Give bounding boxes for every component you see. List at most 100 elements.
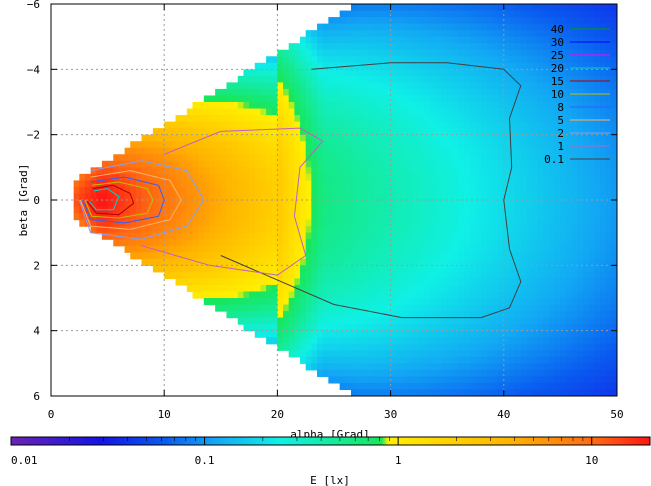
heatmap-cell bbox=[198, 160, 205, 168]
heatmap-cell bbox=[209, 167, 216, 175]
heatmap-cell bbox=[458, 193, 465, 201]
heatmap-cell bbox=[401, 343, 409, 351]
heatmap-cell bbox=[469, 180, 477, 188]
heatmap-cell bbox=[486, 271, 494, 279]
heatmap-cell bbox=[407, 147, 414, 155]
heatmap-cell bbox=[441, 330, 448, 338]
heatmap-cell bbox=[288, 160, 295, 168]
heatmap-cell bbox=[611, 121, 617, 129]
heatmap-cell bbox=[254, 226, 262, 234]
heatmap-cell bbox=[424, 363, 431, 371]
heatmap-cell bbox=[192, 193, 199, 201]
heatmap-cell bbox=[588, 298, 595, 306]
heatmap-cell bbox=[486, 291, 494, 299]
heatmap-cell bbox=[334, 141, 341, 149]
heatmap-cell bbox=[164, 200, 171, 208]
heatmap-cell bbox=[407, 95, 414, 103]
heatmap-cell bbox=[266, 193, 273, 201]
heatmap-cell bbox=[362, 88, 369, 97]
heatmap-cell bbox=[339, 102, 346, 110]
heatmap-cell bbox=[600, 115, 607, 123]
heatmap-cell bbox=[418, 356, 426, 364]
heatmap-cell bbox=[605, 356, 612, 364]
heatmap-cell bbox=[141, 232, 148, 240]
heatmap-cell bbox=[175, 213, 182, 221]
heatmap-cell bbox=[458, 56, 465, 64]
heatmap-cell bbox=[373, 389, 380, 396]
heatmap-cell bbox=[594, 265, 601, 273]
heatmap-cell bbox=[254, 213, 262, 221]
heatmap-cell bbox=[588, 245, 595, 253]
heatmap-cell bbox=[424, 337, 431, 345]
heatmap-cell bbox=[509, 311, 516, 319]
heatmap-cell bbox=[537, 337, 545, 345]
heatmap-cell bbox=[560, 193, 567, 201]
heatmap-cell bbox=[186, 108, 194, 116]
heatmap-cell bbox=[588, 102, 595, 110]
heatmap-cell bbox=[367, 141, 375, 149]
heatmap-cell bbox=[101, 219, 109, 227]
heatmap-cell bbox=[390, 121, 397, 129]
heatmap-cell bbox=[566, 232, 573, 240]
heatmap-cell bbox=[384, 30, 392, 38]
heatmap-cell bbox=[317, 317, 324, 325]
heatmap-cell bbox=[475, 239, 482, 247]
heatmap-cell bbox=[549, 108, 556, 116]
heatmap-cell bbox=[526, 219, 533, 227]
heatmap-cell bbox=[396, 134, 403, 142]
heatmap-cell bbox=[413, 108, 420, 116]
heatmap-cell bbox=[158, 154, 165, 162]
heatmap-cell bbox=[181, 200, 188, 208]
heatmap-cell bbox=[498, 49, 505, 57]
heatmap-cell bbox=[169, 134, 177, 142]
heatmap-cell bbox=[362, 278, 369, 286]
heatmap-cell bbox=[571, 245, 578, 253]
heatmap-cell bbox=[498, 115, 505, 123]
heatmap-cell bbox=[418, 147, 426, 155]
heatmap-cell bbox=[447, 219, 454, 227]
heatmap-cell bbox=[300, 186, 307, 195]
heatmap-cell bbox=[424, 200, 431, 208]
heatmap-cell bbox=[571, 49, 578, 57]
heatmap-cell bbox=[220, 134, 228, 142]
heatmap-cell bbox=[594, 304, 601, 312]
heatmap-cell bbox=[611, 115, 617, 123]
heatmap-cell bbox=[588, 376, 595, 384]
heatmap-cell bbox=[271, 317, 278, 325]
heatmap-cell bbox=[594, 389, 601, 396]
heatmap-cell bbox=[118, 200, 126, 208]
heatmap-cell bbox=[407, 226, 414, 234]
heatmap-cell bbox=[232, 134, 239, 142]
heatmap-cell bbox=[594, 141, 601, 149]
heatmap-cell bbox=[594, 232, 601, 240]
heatmap-cell bbox=[266, 167, 273, 175]
heatmap-cell bbox=[350, 56, 358, 64]
heatmap-cell bbox=[458, 298, 465, 306]
heatmap-cell bbox=[486, 121, 494, 129]
heatmap-cell bbox=[283, 317, 290, 325]
heatmap-cell bbox=[560, 173, 567, 181]
heatmap-cell bbox=[588, 304, 595, 312]
heatmap-cell bbox=[317, 337, 324, 345]
heatmap-cell bbox=[169, 239, 177, 247]
heatmap-cell bbox=[198, 128, 205, 136]
heatmap-cell bbox=[339, 232, 346, 240]
heatmap-cell bbox=[305, 304, 312, 312]
heatmap-cell bbox=[486, 4, 494, 12]
heatmap-cell bbox=[373, 17, 380, 25]
heatmap-cell bbox=[549, 43, 556, 51]
heatmap-cell bbox=[356, 369, 363, 377]
heatmap-cell bbox=[600, 49, 607, 57]
heatmap-cell bbox=[328, 154, 335, 162]
heatmap-cell bbox=[452, 75, 460, 83]
heatmap-cell bbox=[560, 167, 567, 175]
heatmap-cell bbox=[464, 56, 471, 64]
heatmap-cell bbox=[283, 193, 290, 201]
heatmap-cell bbox=[339, 17, 346, 25]
colorbar-ticks: 0.01 0.1 1 10 bbox=[10, 437, 651, 467]
heatmap-cell bbox=[396, 258, 403, 266]
heatmap-cell bbox=[486, 389, 494, 396]
heatmap-cell bbox=[605, 173, 612, 181]
heatmap-cell bbox=[356, 258, 363, 266]
heatmap-cell bbox=[384, 75, 392, 83]
